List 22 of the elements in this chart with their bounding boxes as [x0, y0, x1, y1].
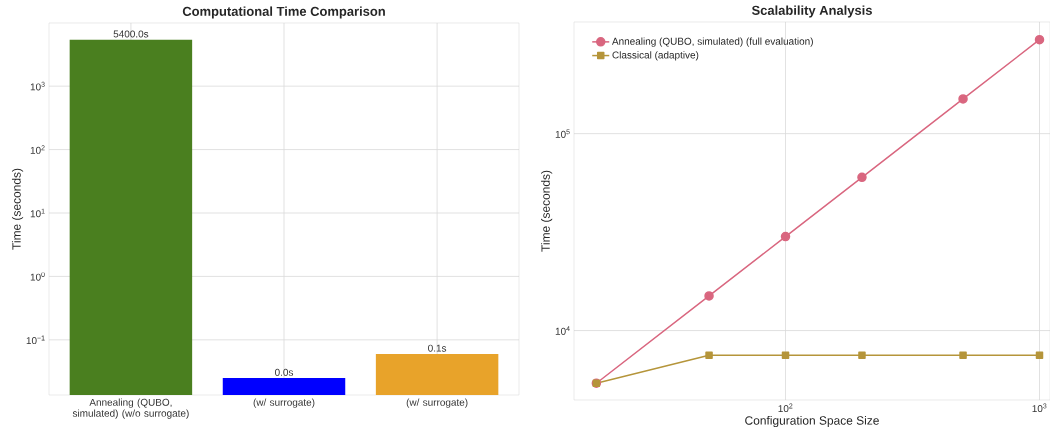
x-axis-title: Configuration Space Size: [745, 415, 879, 428]
x-tick-label: (w/ surrogate): [253, 398, 315, 408]
y-tick-label: 10$^{1}$: [30, 208, 45, 218]
y-tick-label: 10$^{0}$: [30, 272, 45, 281]
chart-title: Scalability Analysis: [751, 5, 872, 18]
x-tick-label: Annealing (QUBO, simulated) (w/o surrogate): [72, 398, 189, 419]
y-tick-label: 10$^{3}$: [30, 81, 45, 91]
legend-label: Classical (adaptive): [612, 51, 699, 61]
x-tick-label: (w/ surrogate): [406, 398, 468, 408]
y-axis-title: Time (seconds): [541, 170, 553, 252]
x-tick-label: 10$^{3}$: [1032, 403, 1047, 413]
y-tick-label: 10$^{4}$: [555, 326, 570, 335]
y-axis-title: Time (seconds): [11, 168, 24, 250]
data-label: 0.0s: [274, 368, 294, 376]
data-label: 5400.0s: [113, 30, 149, 38]
chart-title: Computational Time Comparison: [182, 6, 385, 19]
y-tick-label: 10$^{−1}$: [26, 335, 45, 345]
x-tick-label: 10$^{2}$: [778, 403, 793, 413]
data-label: 0.1s: [428, 344, 447, 352]
y-tick-label: 10$^{2}$: [30, 145, 45, 154]
y-tick-label: 10$^{5}$: [555, 129, 570, 138]
legend-label: Annealing (QUBO, simulated) (full evaluation): [611, 37, 813, 47]
